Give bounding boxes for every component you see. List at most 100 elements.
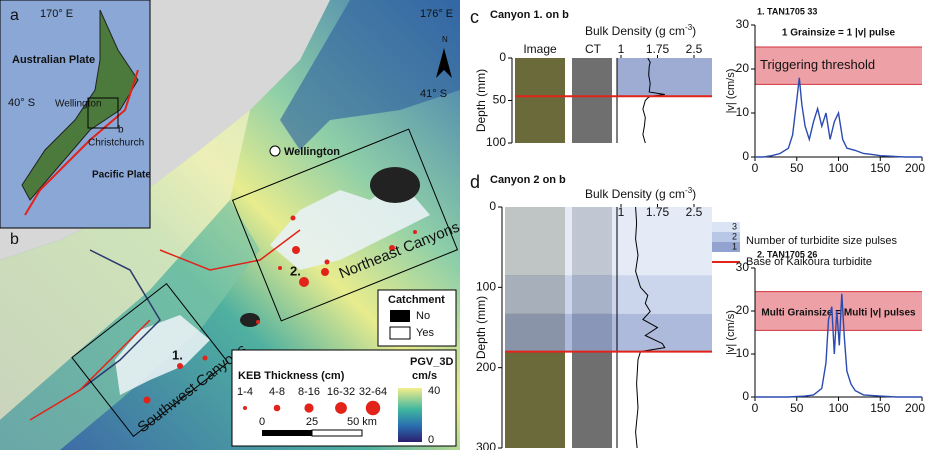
pulse-layer <box>617 58 712 96</box>
y-tick-label: 0 <box>742 149 749 163</box>
map-text: Wellington <box>284 146 340 158</box>
x-tick-label: 200 <box>905 401 925 415</box>
legend-title: Catchment <box>388 294 445 306</box>
legend-label: 40 <box>428 385 440 397</box>
y-tick-label: 0 <box>742 389 749 403</box>
legend-title: KEB Thickness (cm) <box>238 370 345 382</box>
core-image <box>515 58 565 143</box>
density-title-text: Bulk Density (g cm <box>585 187 685 201</box>
x-tick-label: 1.75 <box>646 42 670 56</box>
column-label: Image <box>523 42 557 56</box>
map-text: 170° E <box>40 8 73 20</box>
scale-label: 0 <box>259 416 265 428</box>
legend-label: Number of turbidite size pulses <box>746 235 898 247</box>
map-text: Christchurch <box>88 138 144 149</box>
legend-symbol <box>304 403 313 412</box>
density-title: Bulk Density (g cm-3) <box>585 23 696 38</box>
map-text: 176° E <box>420 8 453 20</box>
site-label: 2. <box>290 263 301 278</box>
panel-label: b <box>10 231 19 248</box>
scale-label: 50 km <box>347 416 377 428</box>
map-text: 40° S <box>8 97 35 109</box>
x-tick-label: 2.5 <box>686 205 703 219</box>
legend-label: 16-32 <box>327 386 355 398</box>
chart-title: 1. TAN1705 33 <box>757 6 817 16</box>
legend-label: Yes <box>416 327 434 339</box>
y-axis-label: Depth (mm) <box>474 69 488 132</box>
north-arrow: N <box>442 35 448 44</box>
x-tick-label: 0 <box>752 401 759 415</box>
legend-label: 8-16 <box>298 386 320 398</box>
density-title-close: ) <box>692 24 696 38</box>
core-title: Canyon 2 on b <box>490 174 566 186</box>
legend-title: cm/s <box>412 370 437 382</box>
figure: a 170° E Australian Plate 40° S Wellingt… <box>0 0 930 450</box>
y-tick-label: 100 <box>476 280 496 294</box>
y-tick-label: 30 <box>736 17 750 31</box>
x-tick-label: 2.5 <box>686 42 703 56</box>
x-tick-label: 150 <box>870 401 890 415</box>
legend-label: 2 <box>732 231 737 241</box>
site-label: 1. <box>172 347 183 362</box>
x-tick-label: 200 <box>905 161 925 175</box>
x-tick-label: 100 <box>828 161 848 175</box>
panel-label: a <box>10 7 19 24</box>
y-tick-label: 10 <box>736 346 750 360</box>
legend-label: 4-8 <box>269 386 285 398</box>
y-tick-label: 0 <box>499 50 506 64</box>
y-tick-label: 10 <box>736 105 750 119</box>
map-text: Wellington <box>55 99 102 110</box>
ct-image <box>572 58 612 143</box>
legend-symbol <box>243 406 247 410</box>
legend-label: 1 <box>732 241 737 251</box>
x-tick-label: 100 <box>828 401 848 415</box>
legend-symbol <box>274 405 281 412</box>
x-tick-label: 1 <box>618 42 625 56</box>
map-text: Pacific Plate <box>92 170 151 181</box>
annotation: 1 Grainsize = 1 |v| pulse <box>782 28 896 39</box>
legend-symbol <box>366 401 380 415</box>
legend-label: No <box>416 310 430 322</box>
x-tick-label: 1 <box>618 205 625 219</box>
y-axis-label: Depth (mm) <box>474 296 488 359</box>
y-tick-label: 30 <box>736 260 750 274</box>
y-tick-label: 20 <box>736 61 750 75</box>
scale-label: 25 <box>306 416 318 428</box>
y-tick-label: 50 <box>493 93 507 107</box>
threshold-label: Triggering threshold <box>760 57 875 72</box>
legend-symbol <box>335 402 347 414</box>
y-axis-label: |v| (cm/s) <box>725 310 737 355</box>
pulse-layer <box>505 275 712 314</box>
pulse-layer <box>505 314 712 352</box>
pulse-layer <box>505 207 712 275</box>
y-tick-label: 20 <box>736 303 750 317</box>
map-text: Australian Plate <box>12 54 95 66</box>
x-tick-label: 0 <box>752 161 759 175</box>
annotation: Multi Grainsize = Multi |v| pulses <box>761 308 916 319</box>
y-tick-label: 300 <box>476 440 496 450</box>
y-axis-label: |v| (cm/s) <box>725 69 737 114</box>
map-text: b <box>118 125 124 136</box>
y-tick-label: 200 <box>476 360 496 374</box>
legend-title: PGV_3D <box>410 356 453 368</box>
y-tick-label: 0 <box>489 199 496 213</box>
x-tick-label: 1.75 <box>646 205 670 219</box>
panel-label: c <box>470 7 479 27</box>
x-tick-label: 50 <box>790 161 804 175</box>
velocity-line <box>755 78 922 157</box>
x-tick-label: 50 <box>790 401 804 415</box>
legend-label: 32-64 <box>359 386 387 398</box>
map-text: 41° S <box>420 88 447 100</box>
panel-label: d <box>470 172 480 192</box>
density-title-close: ) <box>692 187 696 201</box>
legend-label: 1-4 <box>237 386 253 398</box>
legend-label: 3 <box>732 221 737 231</box>
core-title: Canyon 1. on b <box>490 9 569 21</box>
map-a <box>0 0 150 228</box>
density-title-text: Bulk Density (g cm <box>585 24 685 38</box>
density-title: Bulk Density (g cm-3) <box>585 186 696 201</box>
column-label: CT <box>585 42 602 56</box>
legend-label: 0 <box>428 434 434 446</box>
y-tick-label: 100 <box>486 135 506 149</box>
chart-title: 2. TAN1705 26 <box>757 249 817 259</box>
